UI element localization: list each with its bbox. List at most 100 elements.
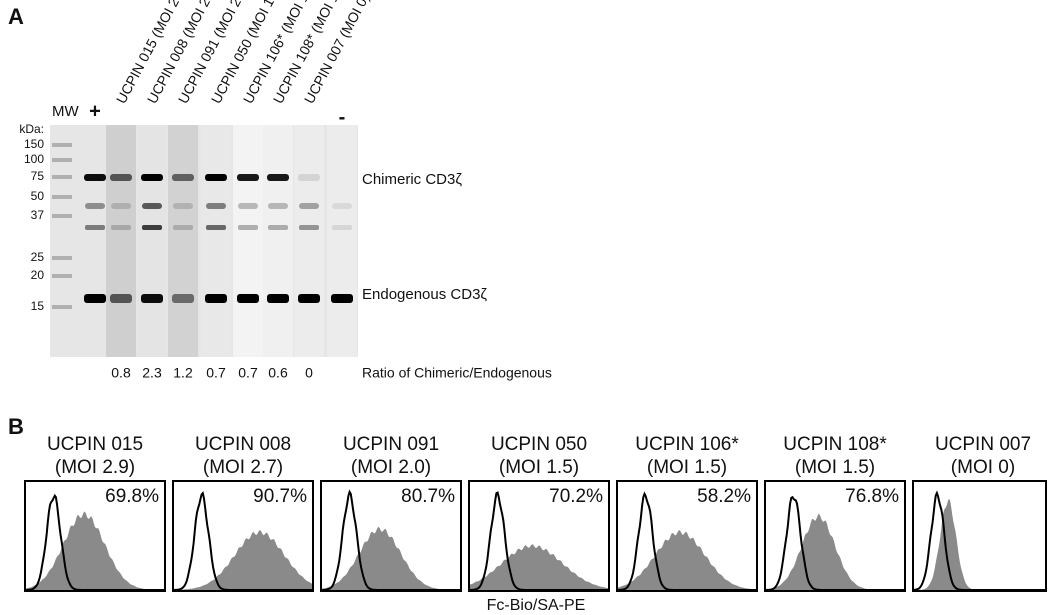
sample-name: UCPIN 008 — [195, 434, 291, 455]
panel-label: A — [8, 4, 24, 29]
histogram-fill — [322, 526, 460, 590]
percent-positive: 76.8% — [845, 486, 899, 507]
sample-moi: (MOI 2.9) — [55, 457, 135, 478]
x-axis-label: Fc-Bio/SA-PE — [487, 597, 586, 614]
band — [142, 203, 162, 209]
ladder-band — [52, 158, 72, 162]
sample-moi: (MOI 1.5) — [647, 457, 727, 478]
band — [299, 225, 319, 230]
band — [332, 225, 352, 230]
lane — [233, 125, 263, 357]
histogram-frame — [616, 480, 758, 592]
histogram-frame — [24, 480, 166, 592]
ladder-band — [52, 143, 72, 147]
band — [173, 203, 193, 209]
band — [84, 294, 106, 303]
histogram-frame — [912, 480, 1047, 592]
sample-name: UCPIN 106* — [635, 434, 739, 455]
band — [173, 225, 193, 230]
kda-label: kDa: — [19, 122, 44, 136]
blot-lanes — [52, 125, 357, 357]
band — [267, 294, 289, 303]
ratio-value: 0.8 — [111, 365, 131, 381]
histogram-fill — [174, 530, 312, 590]
marker-label: 20 — [31, 268, 45, 282]
lane — [263, 125, 293, 357]
ladder-band — [52, 195, 72, 199]
ratio-value: 2.3 — [142, 365, 162, 381]
band-label: Endogenous CD3ζ — [362, 286, 487, 303]
lane-label: + — [89, 100, 101, 122]
lane — [327, 125, 357, 357]
lane — [201, 125, 231, 357]
band — [84, 174, 106, 181]
histogram-fill — [26, 511, 164, 590]
band — [268, 203, 288, 209]
histogram-fill — [618, 530, 756, 590]
ladder-band — [52, 274, 72, 278]
histogram-fill — [470, 544, 608, 590]
percent-positive: 69.8% — [105, 486, 159, 507]
ladder-band — [52, 175, 72, 179]
lane — [137, 125, 167, 357]
lane-label: - — [339, 106, 346, 128]
panel-label: B — [8, 414, 24, 439]
ratio-label: Ratio of Chimeric/Endogenous — [362, 365, 552, 381]
band — [110, 174, 132, 181]
band — [205, 294, 227, 303]
marker-label: 100 — [24, 152, 44, 166]
histogram-fill — [766, 513, 904, 590]
band — [205, 174, 227, 181]
marker-label: 75 — [31, 169, 45, 183]
band — [237, 174, 259, 181]
marker-label: 25 — [31, 250, 45, 264]
percent-positive: 70.2% — [549, 486, 603, 507]
ladder-band — [52, 256, 72, 260]
band — [111, 225, 131, 230]
band — [238, 225, 258, 230]
lane — [168, 125, 198, 357]
sample-name: UCPIN 050 — [491, 434, 587, 455]
lane — [106, 125, 136, 357]
band — [141, 174, 163, 181]
sample-moi: (MOI 0) — [951, 457, 1015, 478]
band — [331, 294, 353, 303]
band — [110, 294, 132, 303]
band — [267, 174, 289, 181]
band-label: Chimeric CD3ζ — [362, 171, 462, 188]
band — [85, 225, 105, 230]
histogram-frame — [172, 480, 314, 592]
band — [299, 203, 319, 209]
ladder-band — [52, 305, 72, 309]
histogram-frame — [764, 480, 906, 592]
band — [268, 225, 288, 230]
band — [298, 174, 320, 181]
band — [206, 203, 226, 209]
band — [331, 174, 353, 181]
sample-name: UCPIN 007 — [935, 434, 1031, 455]
marker-label: 15 — [31, 299, 45, 313]
histogram-frame — [468, 480, 610, 592]
ratio-value: 1.2 — [173, 365, 193, 381]
histogram-frame — [320, 480, 462, 592]
band — [332, 203, 352, 209]
mw-label: MW — [52, 103, 79, 120]
sample-name: UCPIN 108* — [783, 434, 887, 455]
sample-name: UCPIN 091 — [343, 434, 439, 455]
band — [141, 294, 163, 303]
band — [142, 225, 162, 230]
band — [111, 203, 131, 209]
histogram-fill — [914, 498, 1045, 590]
sample-moi: (MOI 1.5) — [795, 457, 875, 478]
marker-label: 37 — [31, 208, 45, 222]
marker-label: 50 — [31, 189, 45, 203]
band — [298, 294, 320, 303]
band — [237, 294, 259, 303]
band — [172, 294, 194, 303]
band — [172, 174, 194, 181]
sample-moi: (MOI 1.5) — [499, 457, 579, 478]
ladder-band — [52, 214, 72, 218]
percent-positive: 58.2% — [697, 486, 751, 507]
lane — [294, 125, 324, 357]
